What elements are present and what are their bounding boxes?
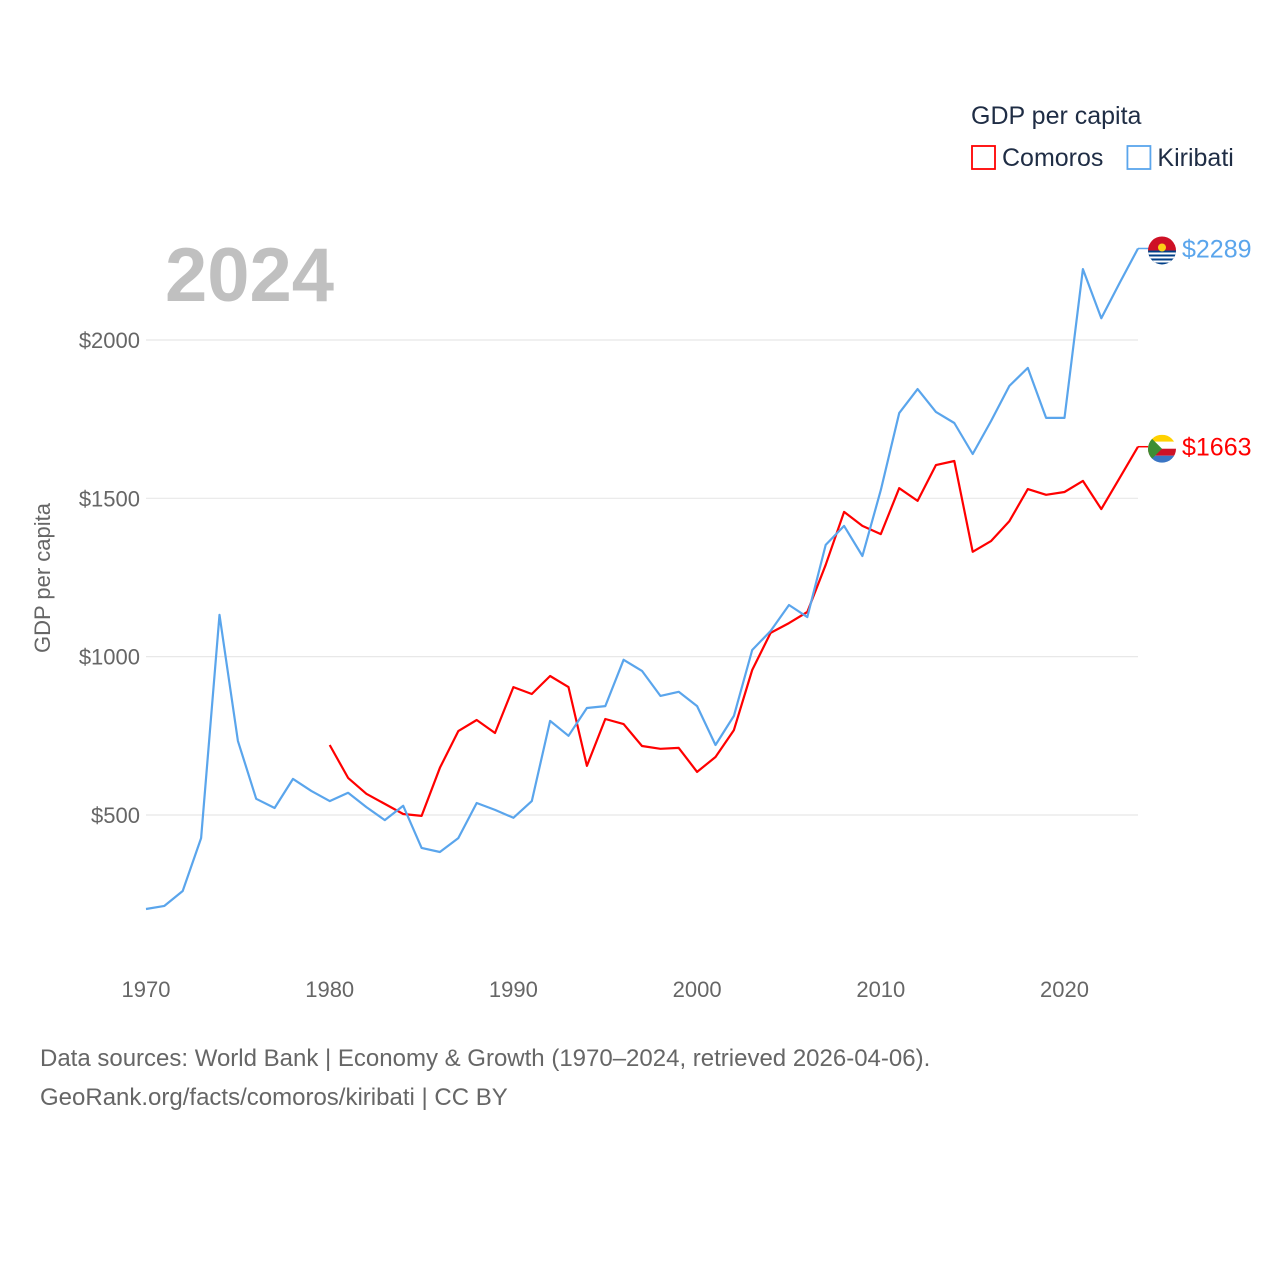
x-tick-label: 2000: [673, 977, 722, 1002]
flag-stripe: [1148, 441, 1176, 449]
footer-sources: Data sources: World Bank | Economy & Gro…: [40, 1045, 931, 1072]
x-tick-label: 1980: [305, 977, 354, 1002]
x-tick-label: 2020: [1040, 977, 1089, 1002]
legend-swatch-comoros: [971, 145, 996, 170]
series-line-kiribati: [145, 247, 1139, 911]
year-label: 2024: [165, 233, 334, 318]
end-value-label-kiribati: $2289: [1182, 235, 1252, 263]
legend-label-kiribati: Kiribati: [1157, 144, 1233, 172]
y-tick-label: $500: [91, 803, 140, 828]
legend-label-comoros: Comoros: [1002, 144, 1103, 172]
flag-wave: [1148, 256, 1176, 259]
flag-stripe: [1148, 448, 1176, 456]
x-tick-label: 1970: [122, 977, 171, 1002]
flag-body: [1148, 236, 1176, 265]
y-axis-label: GDP per capita: [30, 502, 55, 653]
flag-stripe: [1148, 434, 1176, 442]
flag-icon-comoros: [1148, 434, 1176, 463]
flag-sun: [1158, 243, 1166, 252]
flag-wave: [1148, 252, 1176, 255]
legend-swatch-kiribati: [1126, 145, 1152, 170]
x-tick-label: 2010: [856, 977, 905, 1002]
y-tick-label: $2000: [79, 328, 140, 353]
flag-wave: [1148, 260, 1176, 263]
x-tick-label: 1990: [489, 977, 538, 1002]
flag-body: [1148, 434, 1176, 463]
y-tick-label: $1500: [79, 486, 140, 511]
series-line-comoros: [328, 446, 1139, 818]
end-value-label-comoros: $1663: [1182, 434, 1252, 462]
legend-title: GDP per capita: [971, 102, 1142, 130]
flag-triangle: [1148, 434, 1162, 463]
flag-stripe: [1148, 455, 1176, 463]
flag-icon-kiribati: [1148, 236, 1176, 265]
footer-link[interactable]: GeoRank.org/facts/comoros/kiribati | CC …: [40, 1084, 508, 1111]
y-tick-label: $1000: [79, 645, 140, 670]
